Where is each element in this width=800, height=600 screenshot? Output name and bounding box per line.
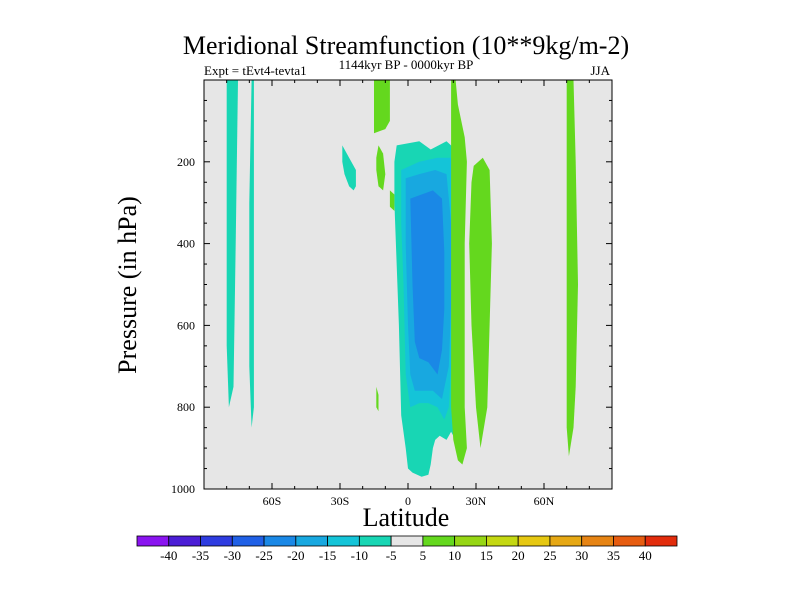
colorbar: -40 -35 -30 -25 -20 -15 -10 -5 5 10 15 20 25 30 35 40 bbox=[136, 535, 678, 563]
colorbar-swatch bbox=[295, 535, 328, 547]
colorbar-level-label: -15 bbox=[319, 548, 336, 563]
colorbar-level-label: -40 bbox=[160, 548, 177, 563]
colorbar-level-label: -10 bbox=[351, 548, 368, 563]
colorbar-swatch bbox=[136, 535, 170, 547]
contour-region-1 bbox=[249, 80, 254, 428]
y-axis: 200 400 600 800 1000 bbox=[171, 99, 612, 496]
colorbar-level-label: 40 bbox=[639, 548, 652, 563]
colorbar-level-label: 35 bbox=[607, 548, 620, 563]
contour-region-0 bbox=[226, 80, 238, 408]
colorbar-level-label: -25 bbox=[255, 548, 272, 563]
contour-region-10 bbox=[451, 80, 467, 465]
x-axis: 60S 30S 0 30N 60N bbox=[226, 80, 590, 508]
contour-region-8 bbox=[376, 145, 386, 191]
colorbar-swatch bbox=[644, 535, 678, 547]
x-tick-label: 60N bbox=[534, 494, 555, 508]
colorbar-swatch bbox=[358, 535, 392, 547]
chart-subtitle: 1144kyr BP - 0000kyr BP bbox=[339, 57, 474, 72]
colorbar-swatch bbox=[200, 535, 233, 547]
contour-region-7 bbox=[374, 80, 390, 134]
colorbar-swatch bbox=[581, 535, 614, 547]
colorbar-swatch bbox=[422, 535, 456, 547]
colorbar-level-label: 25 bbox=[543, 548, 556, 563]
x-tick-label: 30N bbox=[466, 494, 487, 508]
colorbar-level-label: 10 bbox=[448, 548, 461, 563]
colorbar-swatch bbox=[613, 535, 646, 547]
colorbar-level-label: 20 bbox=[512, 548, 525, 563]
contour-region-13 bbox=[566, 80, 578, 457]
contour-region-6 bbox=[410, 190, 445, 375]
colorbar-swatch bbox=[231, 535, 265, 547]
y-tick-label: 400 bbox=[177, 237, 195, 251]
colorbar-level-label: 5 bbox=[420, 548, 427, 563]
colorbar-swatch bbox=[454, 535, 487, 547]
contour-region-9 bbox=[389, 190, 395, 211]
x-tick-label: 60S bbox=[263, 494, 282, 508]
colorbar-swatch bbox=[549, 535, 583, 547]
colorbar-swatch bbox=[327, 535, 360, 547]
contour-fill-layer bbox=[226, 80, 578, 477]
colorbar-level-label: 15 bbox=[480, 548, 493, 563]
colorbar-swatch bbox=[168, 535, 201, 547]
y-axis-label: Pressure (in hPa) bbox=[113, 196, 142, 374]
contour-region-12 bbox=[376, 386, 379, 412]
colorbar-swatch bbox=[486, 535, 519, 547]
x-tick-label: 30S bbox=[331, 494, 350, 508]
colorbar-level-label: -30 bbox=[224, 548, 241, 563]
chart-title: Meridional Streamfunction (10**9kg/m-2) bbox=[183, 31, 629, 60]
contour-region-11 bbox=[469, 157, 492, 449]
contour-region-2 bbox=[342, 145, 356, 191]
y-tick-label: 200 bbox=[177, 155, 195, 169]
x-tick-label: 0 bbox=[405, 494, 411, 508]
colorbar-level-label: -20 bbox=[287, 548, 304, 563]
colorbar-swatch bbox=[263, 535, 297, 547]
y-tick-label: 1000 bbox=[171, 482, 195, 496]
x-axis-label: Latitude bbox=[363, 503, 450, 532]
colorbar-level-label: 30 bbox=[575, 548, 588, 563]
season-label: JJA bbox=[590, 63, 610, 78]
y-tick-label: 600 bbox=[177, 318, 195, 332]
experiment-label: Expt = tEvt4-tevta1 bbox=[204, 63, 307, 78]
colorbar-level-label: -5 bbox=[386, 548, 397, 563]
colorbar-swatch bbox=[390, 535, 424, 547]
y-tick-label: 800 bbox=[177, 400, 195, 414]
colorbar-swatch bbox=[517, 535, 551, 547]
colorbar-level-label: -35 bbox=[192, 548, 209, 563]
